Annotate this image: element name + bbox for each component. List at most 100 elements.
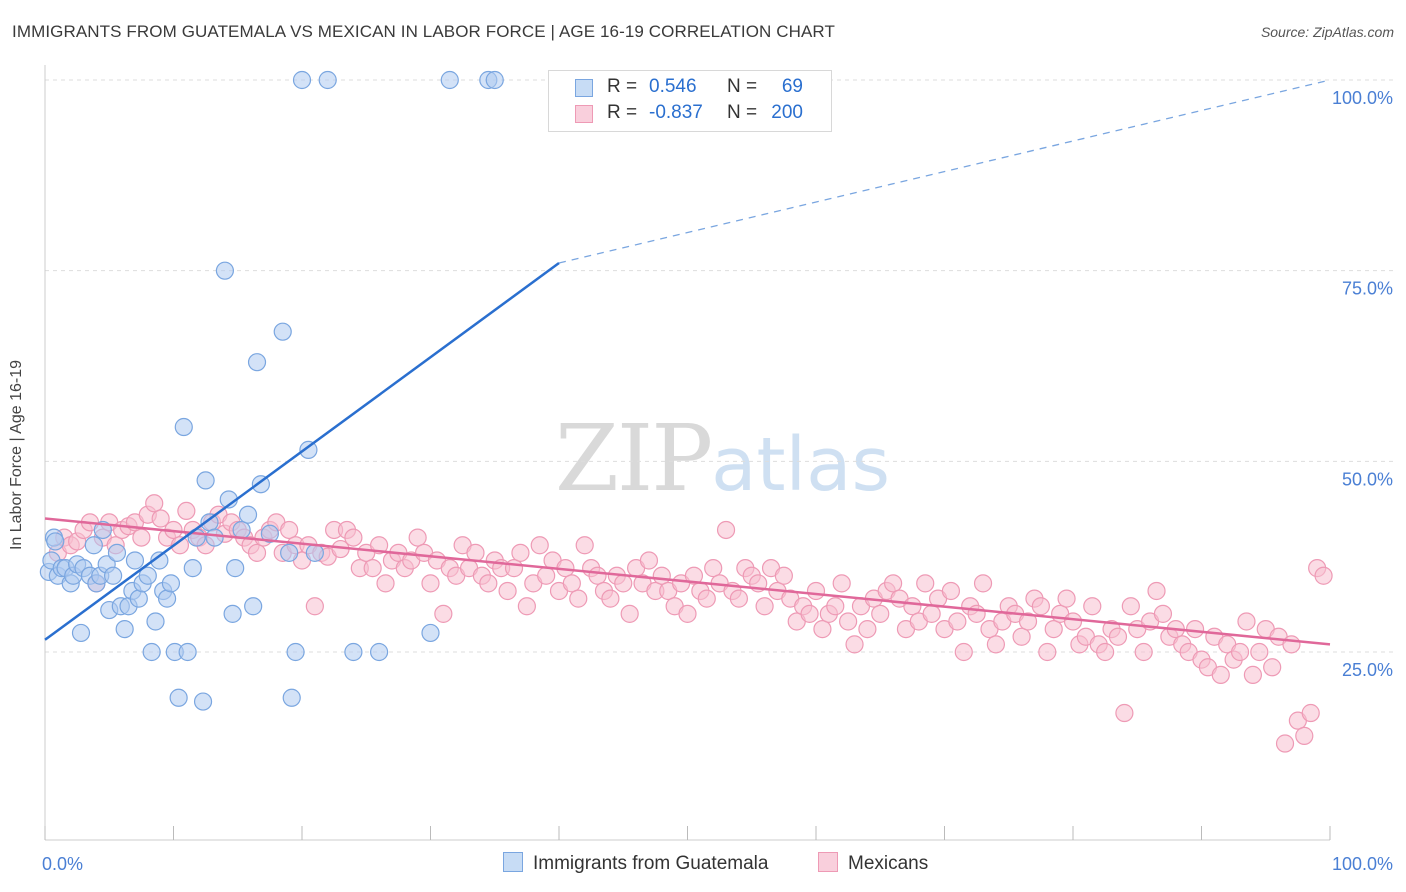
legend-row-mexicans: R = -0.837 N = 200 <box>549 101 829 127</box>
mexican-point <box>151 509 170 528</box>
guatemala-point <box>223 604 242 623</box>
guatemala-point <box>169 688 188 707</box>
mexican-point <box>652 566 671 585</box>
mexican-point <box>973 574 993 593</box>
guatemala-point <box>84 536 103 555</box>
watermark: ZIPatlas <box>555 405 890 512</box>
mexican-point <box>1250 642 1269 662</box>
mexican-point <box>716 520 736 540</box>
n-value: 69 <box>781 76 803 97</box>
mexican-point <box>562 574 581 593</box>
mexican-point <box>1115 703 1134 723</box>
mexican-point <box>967 604 986 623</box>
guatemala-point <box>370 642 389 662</box>
mexican-point <box>504 559 524 578</box>
guatemala-point <box>178 642 197 662</box>
legend-item-guatemala[interactable]: Immigrants from Guatemala <box>503 852 768 875</box>
legend-label-mexicans: Mexicans <box>848 853 929 874</box>
mexican-point <box>1314 566 1333 585</box>
guatemala-point <box>286 642 305 662</box>
guatemala-point <box>280 543 299 562</box>
mexican-point <box>806 581 826 601</box>
y-tick-label: 75.0% <box>1342 279 1393 299</box>
mexican-point <box>800 604 819 623</box>
r-value: 0.546 <box>649 76 697 97</box>
n-value: 200 <box>771 102 803 123</box>
legend-row-guatemala: R = 0.546 N = 69 <box>549 75 829 101</box>
mexican-point <box>569 589 588 608</box>
guatemala-point <box>157 589 177 608</box>
guatemala-point <box>305 543 324 562</box>
r-value: -0.837 <box>649 102 703 123</box>
guatemala-point <box>344 642 363 662</box>
mexican-point <box>1134 642 1153 662</box>
mexican-point <box>363 559 382 578</box>
mexican-point <box>1282 635 1301 654</box>
mexican-point <box>434 604 453 623</box>
mexican-point <box>729 589 749 608</box>
mexican-point <box>170 536 190 555</box>
guatemala-point <box>193 692 213 711</box>
mexican-point <box>858 620 877 639</box>
mexican-point <box>845 635 864 654</box>
mexican-point <box>280 520 299 540</box>
series-legend: Immigrants from Guatemala Mexicans <box>0 852 1406 878</box>
guatemala-point <box>440 70 459 90</box>
mexican-point <box>498 581 517 601</box>
mexican-point <box>1185 620 1205 639</box>
legend-label-guatemala: Immigrants from Guatemala <box>533 853 769 874</box>
guatemala-point <box>318 70 337 90</box>
mexican-point <box>305 597 324 616</box>
mexican-point <box>588 566 607 585</box>
mexican-point <box>1108 627 1128 646</box>
mexican-point <box>1295 726 1314 745</box>
mexican-point <box>871 604 890 623</box>
mexican-point <box>1057 589 1076 608</box>
mexican-point <box>1096 642 1115 662</box>
guatemala-point <box>125 551 145 570</box>
mexican-point <box>1211 665 1230 684</box>
mexican-point <box>986 635 1006 654</box>
y-tick-label: 100.0% <box>1332 88 1393 108</box>
watermark-atlas: atlas <box>711 422 890 508</box>
mexican-point <box>1237 612 1256 631</box>
mexican-point <box>774 566 793 585</box>
y-tick-label: 50.0% <box>1342 469 1393 489</box>
mexican-point <box>813 620 832 639</box>
guatemala-point <box>129 589 148 608</box>
mexican-point <box>1230 642 1250 662</box>
guatemala-point <box>107 543 127 562</box>
mexican-point <box>678 604 697 623</box>
mexican-point <box>697 589 716 608</box>
mexican-point <box>530 536 549 555</box>
mexican-point <box>145 494 164 513</box>
mexican-point <box>954 642 973 662</box>
mexican-point <box>537 566 556 585</box>
guatemala-point <box>244 597 263 616</box>
n-label: N = <box>727 102 758 123</box>
mexican-trend-line <box>44 517 1331 646</box>
mexican-point <box>421 574 440 593</box>
legend-item-mexicans[interactable]: Mexicans <box>818 852 928 875</box>
mexican-point <box>1038 642 1057 662</box>
guatemala-point <box>421 623 440 643</box>
source-credit: Source: ZipAtlas.com <box>1260 24 1394 40</box>
mexican-point <box>883 574 903 593</box>
mexican-point <box>1147 581 1166 601</box>
guatemala-point <box>174 417 193 437</box>
correlation-legend: R = 0.546 N = 69 R = -0.837 N = 200 <box>548 70 832 132</box>
mexican-point <box>639 551 659 570</box>
guatemala-point <box>71 623 91 643</box>
guatemala-trend-line <box>44 262 560 641</box>
guatemala-point <box>104 566 123 585</box>
mexican-point <box>614 574 633 593</box>
guatemala-point <box>46 532 65 551</box>
mexican-point <box>826 597 845 616</box>
x-tick-label: 0.0% <box>42 854 83 874</box>
mexican-point <box>839 612 858 631</box>
chart-title: IMMIGRANTS FROM GUATEMALA VS MEXICAN IN … <box>12 22 835 41</box>
mexican-point <box>1263 658 1282 677</box>
mexican-point <box>704 559 723 578</box>
mexican-point <box>1243 665 1263 684</box>
legend-swatch-mexicans <box>818 852 838 872</box>
